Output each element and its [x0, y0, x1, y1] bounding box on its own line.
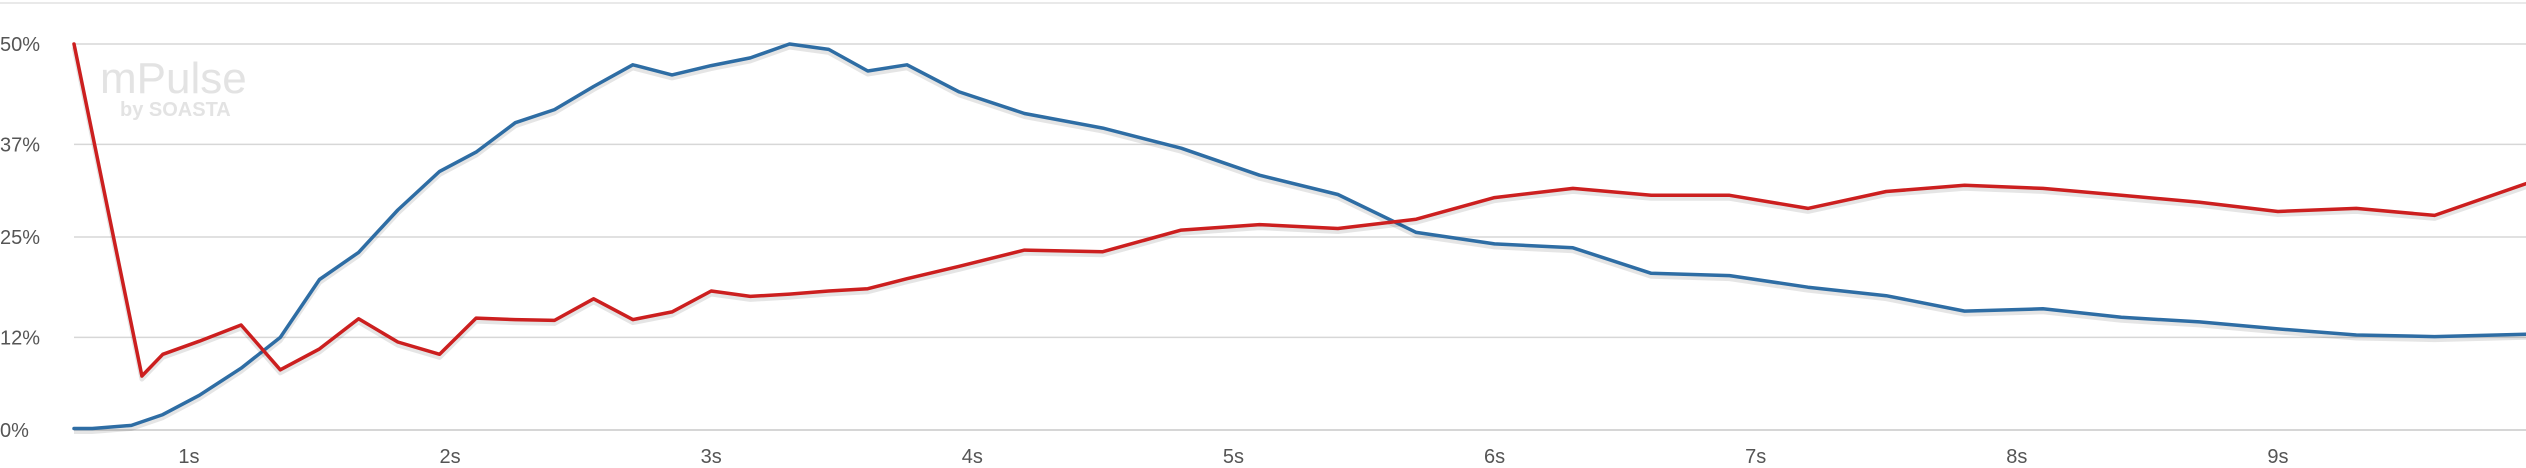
x-tick-label: 6s	[1484, 446, 1505, 468]
x-tick-label: 7s	[1745, 446, 1766, 468]
series-line-shadow	[74, 44, 2526, 434]
y-tick-label: 25%	[0, 227, 40, 249]
grid-lines	[74, 43, 2526, 431]
y-tick-label: 50%	[0, 34, 40, 56]
series-lines	[71, 42, 2526, 434]
series-line-1	[72, 42, 2526, 431]
watermark-main: mPulse	[100, 54, 247, 103]
x-tick-label: 8s	[2006, 446, 2027, 468]
watermark-sub: by SOASTA	[120, 99, 231, 121]
x-tick-label: 3s	[701, 446, 722, 468]
x-tick-label: 4s	[962, 446, 983, 468]
mpulse-watermark: mPulse by SOASTA	[100, 54, 247, 121]
x-tick-label: 5s	[1223, 446, 1244, 468]
series-line-2	[72, 42, 2526, 378]
y-axis-labels: 0% 12% 25% 37% 50%	[0, 34, 40, 442]
y-tick-label: 37%	[0, 134, 40, 156]
x-tick-label: 2s	[439, 446, 460, 468]
y-tick-label: 12%	[0, 327, 40, 349]
y-tick-label: 0%	[0, 420, 29, 442]
x-axis-labels: 1s 2s 3s 4s 5s 6s 7s 8s 9s	[178, 446, 2288, 468]
x-tick-label: 1s	[178, 446, 199, 468]
x-tick-label: 9s	[2267, 446, 2288, 468]
series-line-shadow	[71, 46, 2526, 382]
